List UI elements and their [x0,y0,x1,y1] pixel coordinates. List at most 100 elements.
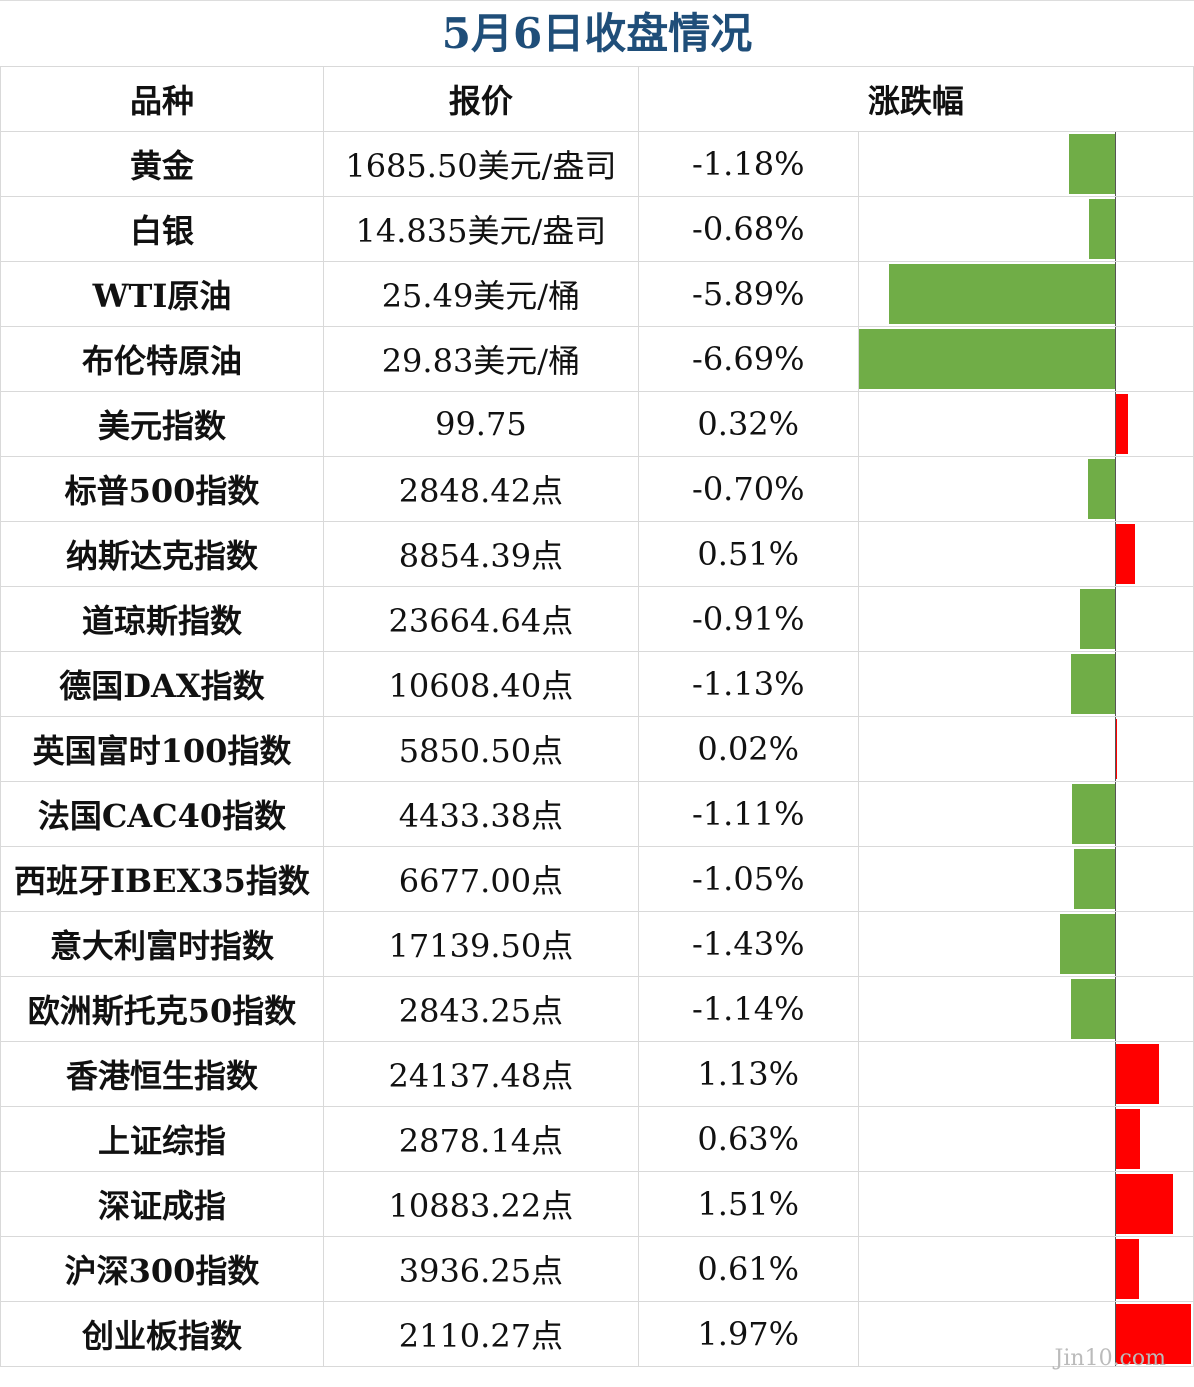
table-row: 深证成指 10883.22点 1.51% [0,1171,1194,1237]
table-row: 布伦特原油 29.83美元/桶 -6.69% [0,326,1194,392]
row-change: 1.13% [637,1041,859,1107]
watermark: Jin10.com [1054,1346,1166,1371]
header-row: 品种 报价 涨跌幅 [0,66,1194,132]
row-change: -5.89% [637,261,859,327]
market-close-table: 品种 报价 涨跌幅 黄金 1685.50美元/盎司 -1.18% 白银 14.835美元… [0,66,1194,1367]
zero-axis [1114,457,1116,521]
header-price: 报价 [322,66,639,132]
zero-axis [1114,1042,1116,1106]
row-bar-cell [857,781,1194,847]
row-name: 德国DAX指数 [0,651,324,717]
change-bar [1115,394,1128,454]
row-change: -1.13% [637,651,859,717]
change-bar [1115,524,1136,584]
row-bar-cell [857,1106,1194,1172]
zero-axis [1114,977,1116,1041]
row-price: 2110.27点 [322,1301,639,1367]
row-bar-cell [857,976,1194,1042]
row-bar-cell [857,1301,1194,1367]
table-row: 意大利富时指数 17139.50点 -1.43% [0,911,1194,977]
zero-axis [1114,717,1116,781]
row-change: -1.18% [637,131,859,197]
row-bar-cell [857,1236,1194,1302]
row-bar-cell [857,1041,1194,1107]
row-name: 纳斯达克指数 [0,521,324,587]
change-bar [1115,1304,1191,1364]
row-price: 29.83美元/桶 [322,326,639,392]
zero-axis [1114,132,1116,196]
page-title: 5月6日收盘情况 [0,0,1194,66]
row-name: 黄金 [0,131,324,197]
table-row: 法国CAC40指数 4433.38点 -1.11% [0,781,1194,847]
change-bar [1115,1044,1159,1104]
change-bar [1115,1174,1174,1234]
row-price: 2878.14点 [322,1106,639,1172]
zero-axis [1114,262,1116,326]
row-change: 1.51% [637,1171,859,1237]
table-row: 道琼斯指数 23664.64点 -0.91% [0,586,1194,652]
table-row: 黄金 1685.50美元/盎司 -1.18% [0,131,1194,197]
zero-axis [1114,1237,1116,1301]
row-change: 1.97% [637,1301,859,1367]
table-row: 沪深300指数 3936.25点 0.61% [0,1236,1194,1302]
zero-axis [1114,392,1116,456]
row-change: -6.69% [637,326,859,392]
row-change: 0.32% [637,391,859,457]
table-row: 西班牙IBEX35指数 6677.00点 -1.05% [0,846,1194,912]
row-bar-cell [857,911,1194,977]
row-price: 14.835美元/盎司 [322,196,639,262]
table-row: 白银 14.835美元/盎司 -0.68% [0,196,1194,262]
row-bar-cell [857,391,1194,457]
row-bar-cell [857,716,1194,782]
zero-axis [1114,847,1116,911]
change-bar [1115,1109,1140,1169]
change-bar [889,264,1115,324]
change-bar [1071,979,1115,1039]
header-change: 涨跌幅 [637,66,1194,132]
change-bar [1069,134,1115,194]
change-bar [1071,654,1115,714]
row-name: 西班牙IBEX35指数 [0,846,324,912]
row-bar-cell [857,261,1194,327]
zero-axis [1114,587,1116,651]
row-change: -0.70% [637,456,859,522]
row-name: 欧洲斯托克50指数 [0,976,324,1042]
row-name: 白银 [0,196,324,262]
row-change: -0.68% [637,196,859,262]
table-row: 纳斯达克指数 8854.39点 0.51% [0,521,1194,587]
row-bar-cell [857,131,1194,197]
table-row: 标普500指数 2848.42点 -0.70% [0,456,1194,522]
table-row: WTI原油 25.49美元/桶 -5.89% [0,261,1194,327]
change-bar [1072,784,1115,844]
row-name: 沪深300指数 [0,1236,324,1302]
row-name: 英国富时100指数 [0,716,324,782]
row-name: 创业板指数 [0,1301,324,1367]
row-change: -1.11% [637,781,859,847]
row-name: 上证综指 [0,1106,324,1172]
header-name: 品种 [0,66,324,132]
table-row: 德国DAX指数 10608.40点 -1.13% [0,651,1194,717]
row-name: 法国CAC40指数 [0,781,324,847]
row-bar-cell [857,196,1194,262]
row-change: 0.61% [637,1236,859,1302]
change-bar [1074,849,1115,909]
row-name: 深证成指 [0,1171,324,1237]
zero-axis [1114,1302,1116,1366]
table-row: 欧洲斯托克50指数 2843.25点 -1.14% [0,976,1194,1042]
row-price: 99.75 [322,391,639,457]
table-row: 创业板指数 2110.27点 1.97% [0,1301,1194,1367]
table-row: 英国富时100指数 5850.50点 0.02% [0,716,1194,782]
row-price: 2848.42点 [322,456,639,522]
row-bar-cell [857,456,1194,522]
zero-axis [1114,522,1116,586]
row-bar-cell [857,521,1194,587]
row-change: -1.05% [637,846,859,912]
row-price: 5850.50点 [322,716,639,782]
row-name: 道琼斯指数 [0,586,324,652]
row-bar-cell [857,1171,1194,1237]
row-price: 2843.25点 [322,976,639,1042]
change-bar [1087,459,1115,519]
row-name: 布伦特原油 [0,326,324,392]
row-change: -1.14% [637,976,859,1042]
zero-axis [1114,782,1116,846]
